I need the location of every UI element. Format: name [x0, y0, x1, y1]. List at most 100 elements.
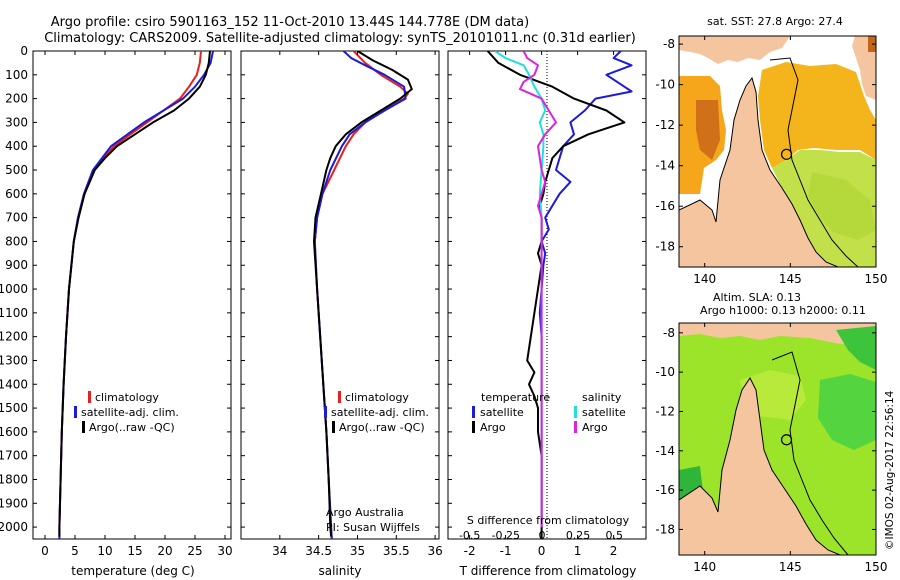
temperature-panel [32, 50, 232, 540]
legend-swatch-satellite [324, 406, 327, 418]
x-tick-label: 25 [187, 544, 202, 558]
annotation-line-1: Argo Australia [326, 506, 404, 519]
legend-item: climatology [95, 391, 159, 404]
map-lat-label: -12 [655, 118, 675, 132]
x-tick2-label: 0 [538, 529, 545, 542]
difference-lines [486, 51, 633, 539]
header-line-2: Climatology: CARS2009. Satellite-adjuste… [44, 31, 636, 46]
sla-isobath [771, 351, 849, 555]
sla-map-title-2: Argo h1000: 0.13 h2000: 0.11 [700, 304, 866, 317]
series-line-black [486, 51, 626, 539]
map-lat-label: -14 [655, 444, 675, 458]
x-tick-label: 1 [574, 544, 582, 558]
depth-tick-label: 300 [5, 115, 28, 129]
x-tick-label: 30 [217, 544, 232, 558]
difference-xlabel: T difference from climatology [459, 564, 637, 578]
depth-tick-label: 0 [20, 44, 28, 58]
legend-swatch-t-argo [472, 421, 475, 433]
depth-tick-label: 400 [5, 139, 28, 153]
sla-map-land-north [679, 323, 876, 344]
difference-toplabel: S difference from climatology [467, 514, 630, 527]
salinity-xlabel: salinity [318, 564, 361, 578]
map-lon-label: 145 [779, 272, 802, 286]
legend-swatch-satellite [74, 406, 77, 418]
x-tick-label: 10 [97, 544, 112, 558]
depth-tick-label: 100 [5, 68, 28, 82]
map-lat-label: -18 [655, 240, 675, 254]
x-tick-label: 34 [272, 544, 287, 558]
x-tick-label: 0 [41, 544, 49, 558]
depth-tick-label: 1600 [0, 425, 28, 439]
map-lat-label: -12 [655, 404, 675, 418]
legend-item: satellite-adj. clim. [81, 406, 179, 419]
x-tick2-label: 0.5 [605, 529, 623, 542]
temperature-xlabel: temperature (deg C) [71, 564, 194, 578]
depth-axis: 0 100 200 300 400 500 600 700 800 900 1000 1100 1200… [0, 44, 646, 534]
map-lat-label: -18 [655, 522, 675, 536]
x-tick-label: -1 [500, 544, 512, 558]
sla-map [679, 323, 876, 555]
map-lat-label: -16 [655, 483, 675, 497]
salinity-panel [240, 50, 440, 540]
depth-tick-label: 1800 [0, 472, 28, 486]
depth-tick-label: 700 [5, 211, 28, 225]
legend-head-salinity: salinity [582, 391, 622, 404]
map-lon-label: 140 [693, 560, 716, 574]
sst-map [679, 36, 876, 267]
x-tick-label: 20 [157, 544, 172, 558]
salinity-legend: climatology satellite-adj. clim. Argo(..… [324, 391, 429, 534]
x-tick-label: 2 [610, 544, 618, 558]
depth-tick-label: 2000 [0, 520, 28, 534]
legend-head-temperature: temperature [481, 391, 550, 404]
depth-tick-label: 800 [5, 234, 28, 248]
legend-swatch-t-satellite [472, 406, 475, 418]
depth-tick-label: 1100 [0, 306, 28, 320]
series-line-magenta [519, 51, 557, 528]
depth-tick-label: 1500 [0, 401, 28, 415]
sla-map-axes: 140 145 150 -8 -10 -12 -14 -16 -18 [655, 323, 887, 574]
x-tick-label: 34.5 [305, 544, 332, 558]
sst-warm-coral-sea [758, 62, 876, 168]
legend-swatch-climatology [88, 391, 91, 403]
sla-map-land-queensland [679, 378, 840, 555]
depth-tick-label: 1900 [0, 496, 28, 510]
sst-map-frame [678, 35, 877, 268]
sla-map-frame [678, 322, 877, 556]
sst-coastline [679, 76, 839, 267]
temperature-lines [58, 51, 214, 539]
depth-tick-label: 1700 [0, 449, 28, 463]
map-lat-label: -14 [655, 159, 675, 173]
legend-swatch-climatology [338, 391, 341, 403]
map-lat-label: -8 [663, 326, 675, 340]
map-lat-label: -16 [655, 199, 675, 213]
depth-tick-label: 900 [5, 258, 28, 272]
depth-tick-label: 1000 [0, 282, 28, 296]
argo-position-marker [780, 148, 793, 160]
sst-map-axes: 140 145 150 -8 -10 -12 -14 -16 -18 [655, 36, 887, 286]
legend-item: Argo [582, 421, 608, 434]
legend-item: satellite-adj. clim. [331, 406, 429, 419]
map-lon-label: 145 [779, 560, 802, 574]
difference-legend: temperature salinity satellite Argo sate… [472, 391, 626, 434]
depth-tick-label: 200 [5, 92, 28, 106]
sla-coastline [679, 377, 841, 555]
x-tick-label: 0 [538, 544, 546, 558]
legend-swatch-argo [82, 421, 85, 433]
legend-swatch-argo [332, 421, 335, 433]
salinity-lines [313, 51, 413, 539]
sst-cool-patch [808, 172, 876, 240]
legend-swatch-s-satellite [574, 406, 577, 418]
series-line-blue [58, 51, 214, 539]
sla-dark-green-east [818, 374, 876, 450]
map-lat-label: -10 [655, 78, 675, 92]
depth-tick-label: 600 [5, 187, 28, 201]
legend-item: Argo [480, 421, 506, 434]
series-line-blue [538, 51, 633, 528]
map-lon-label: 150 [865, 560, 888, 574]
header-line-1: Argo profile: csiro 5901163_152 11-Oct-2… [51, 15, 529, 30]
legend-item: Argo(..raw -QC) [339, 421, 425, 434]
x-tick-label: 35.5 [383, 544, 410, 558]
x-tick-label: 35 [350, 544, 365, 558]
legend-item: satellite [582, 406, 626, 419]
